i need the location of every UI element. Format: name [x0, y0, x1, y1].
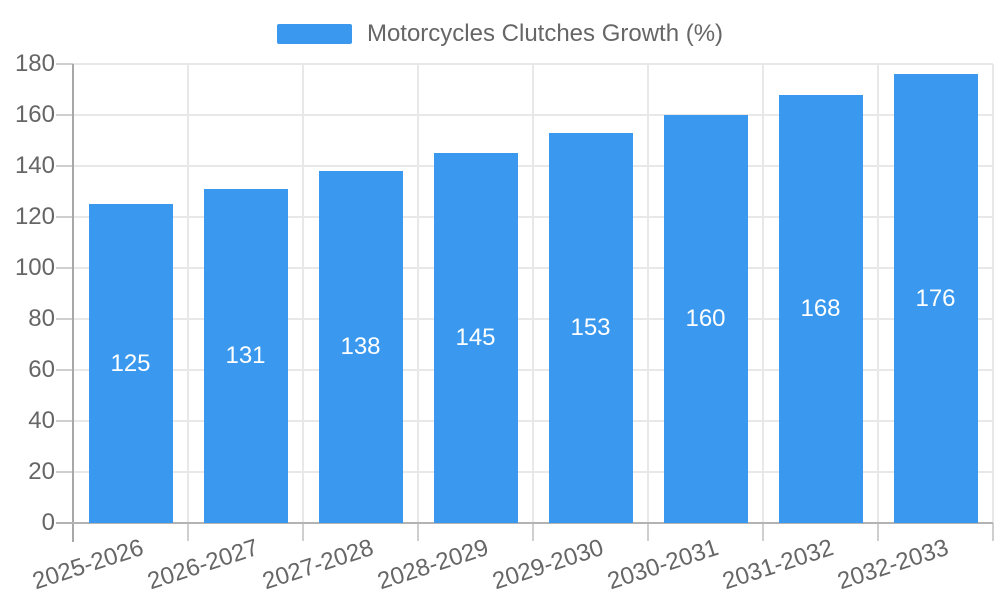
x-gridline — [187, 64, 189, 523]
y-tick-label: 80 — [28, 305, 55, 332]
bar-value-label: 160 — [685, 305, 726, 332]
bar[interactable]: 131 — [203, 188, 288, 523]
legend-label: Motorcycles Clutches Growth (%) — [366, 20, 724, 47]
x-tick-label: 2027-2028 — [259, 534, 377, 596]
y-tick-label: 40 — [28, 407, 55, 434]
bar[interactable]: 160 — [663, 115, 748, 523]
y-axis-tick — [56, 63, 73, 65]
x-gridline — [532, 64, 534, 523]
x-gridline — [992, 64, 994, 523]
y-axis-tick — [56, 420, 73, 422]
y-axis-tick — [56, 114, 73, 116]
y-axis-tick — [56, 267, 73, 269]
x-axis-tick — [647, 523, 649, 541]
y-axis-tick — [56, 165, 73, 167]
legend-swatch — [276, 24, 352, 44]
bar[interactable]: 125 — [88, 204, 173, 523]
bar[interactable]: 145 — [433, 153, 518, 523]
y-axis-line — [72, 64, 74, 542]
bar[interactable]: 138 — [318, 171, 403, 523]
x-tick-label: 2031-2032 — [719, 534, 837, 596]
legend[interactable]: Motorcycles Clutches Growth (%) — [0, 21, 1000, 47]
y-tick-label: 160 — [14, 101, 55, 128]
x-tick-label: 2032-2033 — [834, 534, 952, 596]
x-tick-label: 2025-2026 — [29, 534, 147, 596]
bar-value-label: 176 — [915, 284, 956, 312]
x-tick-label: 2026-2027 — [144, 534, 262, 596]
y-tick-label: 20 — [28, 458, 55, 485]
bar-value-label: 125 — [110, 349, 151, 377]
y-tick-label: 100 — [14, 254, 55, 281]
x-gridline — [647, 64, 649, 523]
y-tick-label: 120 — [14, 203, 55, 230]
x-gridline — [762, 64, 764, 523]
bar-value-label: 138 — [340, 333, 381, 361]
x-axis-tick — [877, 523, 879, 541]
x-gridline — [877, 64, 879, 523]
y-axis-tick — [56, 471, 73, 473]
y-tick-label: 180 — [14, 50, 55, 77]
x-axis-tick — [762, 523, 764, 541]
x-axis-tick — [992, 523, 994, 541]
x-tick-label: 2028-2029 — [374, 534, 492, 596]
x-axis-tick — [417, 523, 419, 541]
y-axis-tick — [56, 318, 73, 320]
y-tick-label: 60 — [28, 356, 55, 383]
y-tick-label: 0 — [41, 509, 55, 536]
x-gridline — [302, 64, 304, 523]
x-axis-tick — [187, 523, 189, 541]
bar-value-label: 153 — [570, 313, 611, 341]
x-axis-line — [56, 522, 993, 524]
x-gridline — [417, 64, 419, 523]
y-axis-tick — [56, 369, 73, 371]
bar[interactable]: 153 — [548, 132, 633, 523]
bar-value-label: 131 — [225, 341, 266, 369]
x-axis-tick — [302, 523, 304, 541]
bar-value-label: 168 — [800, 294, 841, 322]
y-tick-label: 140 — [14, 152, 55, 179]
bar[interactable]: 168 — [778, 94, 863, 523]
x-tick-label: 2029-2030 — [489, 534, 607, 596]
x-tick-label: 2030-2031 — [604, 534, 722, 596]
bar-value-label: 145 — [455, 324, 496, 352]
y-axis-tick — [56, 216, 73, 218]
x-axis-tick — [532, 523, 534, 541]
bar[interactable]: 176 — [893, 74, 978, 523]
